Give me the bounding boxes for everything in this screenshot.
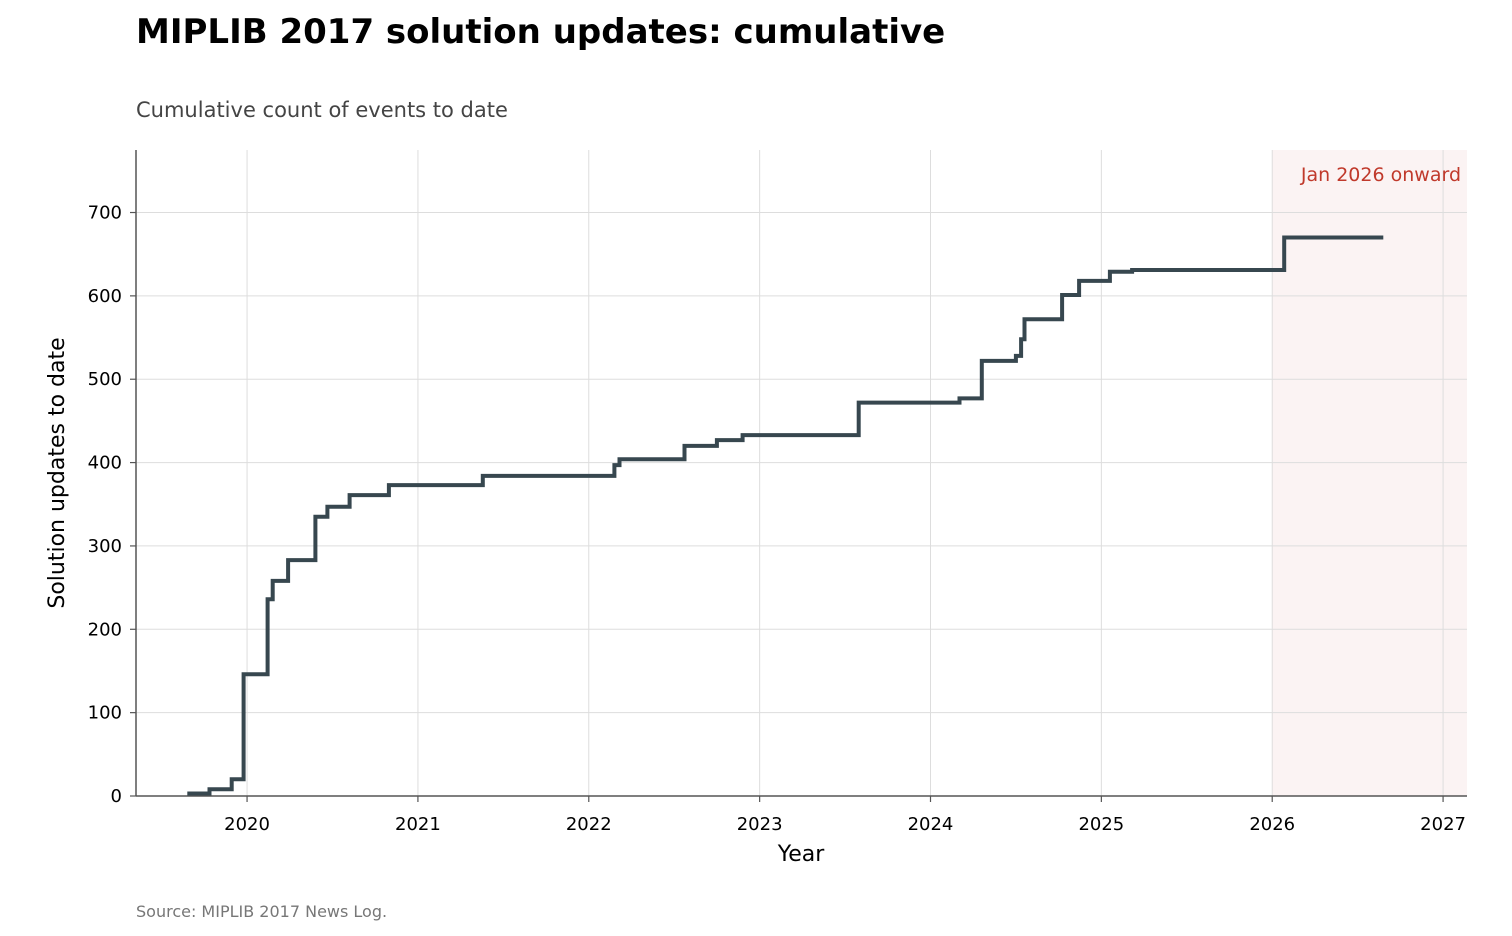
y-gridlines: [136, 212, 1467, 797]
x-tick-label: 2023: [737, 814, 783, 835]
y-tick-label: 300: [88, 536, 122, 557]
highlight-region: [1272, 150, 1467, 796]
highlight-label: Jan 2026 onward: [1300, 164, 1461, 186]
y-tick-label: 100: [88, 703, 122, 724]
y-tick-label: 0: [111, 786, 122, 807]
x-axis-label: Year: [777, 842, 826, 867]
y-axis-label: Solution updates to date: [45, 337, 70, 608]
y-tick-label: 500: [88, 369, 122, 390]
x-tick-label: 2021: [395, 814, 441, 835]
x-tick-label: 2022: [566, 814, 612, 835]
x-gridlines: [246, 150, 1444, 796]
chart-title: MIPLIB 2017 solution updates: cumulative: [136, 12, 946, 52]
x-tick-label: 2026: [1249, 814, 1295, 835]
x-ticks: 2020 2021 2022 2023 2024 2025 2026 2027: [224, 796, 1466, 835]
y-ticks: 0 100 200 300 400 500 600 700: [88, 203, 136, 807]
x-tick-label: 2025: [1078, 814, 1124, 835]
y-tick-label: 600: [88, 286, 122, 307]
y-tick-label: 700: [88, 203, 122, 224]
chart-source: Source: MIPLIB 2017 News Log.: [136, 902, 388, 921]
x-tick-label: 2024: [908, 814, 954, 835]
chart-subtitle: Cumulative count of events to date: [136, 98, 508, 122]
series-line: [187, 235, 1384, 796]
x-tick-label: 2020: [224, 814, 270, 835]
x-tick-label: 2027: [1420, 814, 1466, 835]
y-tick-label: 200: [88, 619, 122, 640]
y-tick-label: 400: [88, 453, 122, 474]
